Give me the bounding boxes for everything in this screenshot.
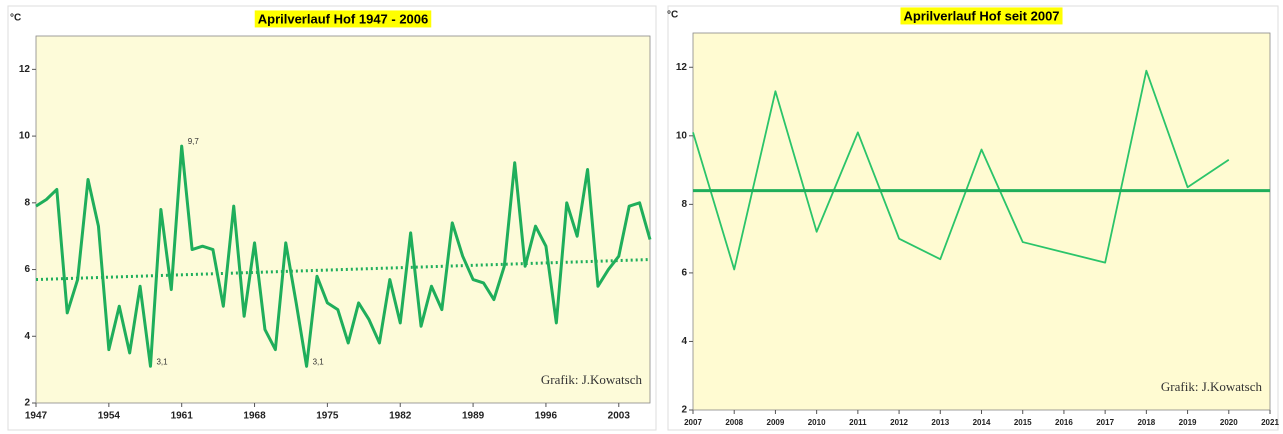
y-tick-label: 8 [681, 199, 687, 210]
annotation: 3,1 [156, 357, 168, 366]
x-tick-label: 2020 [1220, 418, 1238, 427]
y-axis-label: °C [667, 10, 678, 21]
x-tick-label: 1968 [243, 411, 266, 422]
y-tick-label: 2 [681, 405, 687, 416]
annotation: 9,7 [188, 137, 200, 146]
x-tick-label: 2003 [608, 411, 631, 422]
x-tick-label: 2013 [931, 418, 949, 427]
x-tick-label: 2016 [1055, 418, 1073, 427]
credit: Grafik: J.Kowatsch [1161, 379, 1263, 394]
x-tick-label: 2012 [890, 418, 908, 427]
title-highlight [900, 7, 1063, 25]
x-tick-label: 2008 [725, 418, 743, 427]
x-tick-label: 2014 [973, 418, 991, 427]
y-tick-label: 6 [681, 268, 687, 279]
x-tick-label: 2021 [1261, 418, 1279, 427]
x-tick-label: 2015 [1014, 418, 1032, 427]
y-axis-label: °C [10, 13, 21, 24]
y-tick-label: 2 [24, 398, 30, 409]
y-tick-label: 10 [676, 130, 688, 141]
y-tick-label: 4 [24, 331, 30, 342]
x-tick-label: 1947 [25, 411, 48, 422]
annotation: 3,1 [313, 357, 325, 366]
series-line [35, 144, 652, 368]
y-tick-label: 4 [681, 336, 687, 347]
y-tick-label: 10 [19, 131, 31, 142]
series-line [692, 69, 1230, 271]
credit: Grafik: J.Kowatsch [541, 372, 643, 387]
x-tick-label: 1975 [316, 411, 339, 422]
x-tick-label: 2019 [1179, 418, 1197, 427]
x-tick-label: 2010 [808, 418, 826, 427]
x-tick-label: 1954 [98, 411, 121, 422]
plot-area [35, 35, 651, 404]
x-tick-label: 2009 [767, 418, 785, 427]
x-tick-label: 1961 [171, 411, 194, 422]
x-tick-label: 2007 [684, 418, 702, 427]
chart-title: Aprilverlauf Hof 1947 - 2006 [258, 11, 429, 26]
x-tick-label: 1989 [462, 411, 485, 422]
series-line [35, 258, 651, 282]
x-tick-label: 2011 [849, 418, 867, 427]
x-tick-label: 2018 [1137, 418, 1155, 427]
chart-title: Aprilverlauf Hof seit 2007 [903, 8, 1059, 23]
y-tick-label: 12 [676, 62, 688, 73]
y-tick-label: 12 [19, 64, 31, 75]
y-tick-label: 8 [24, 197, 30, 208]
y-tick-label: 6 [24, 264, 30, 275]
x-tick-label: 1996 [535, 411, 558, 422]
x-tick-label: 2017 [1096, 418, 1114, 427]
plot-area [692, 32, 1271, 411]
x-tick-label: 1982 [389, 411, 412, 422]
title-highlight [254, 10, 432, 28]
